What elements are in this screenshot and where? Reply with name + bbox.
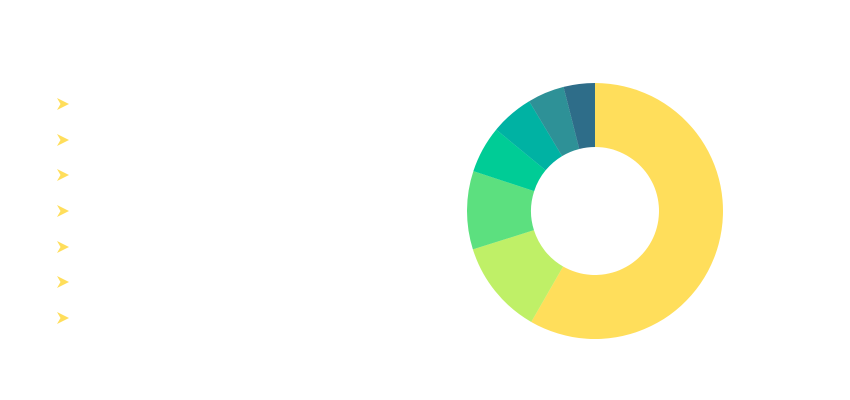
- donut-slice-5[interactable]: [496, 101, 563, 171]
- donut-slice-1[interactable]: [531, 83, 723, 339]
- chevron-arrow-icon: [57, 133, 69, 146]
- chevron-arrow-icon: [57, 204, 69, 217]
- legend-item-4[interactable]: [55, 193, 355, 229]
- chevron-arrow-icon: [57, 240, 69, 253]
- legend-item-2[interactable]: [55, 122, 355, 158]
- legend-item-6[interactable]: [55, 264, 355, 300]
- legend-item-3[interactable]: [55, 157, 355, 193]
- donut-slice-3[interactable]: [467, 171, 535, 250]
- chevron-arrow-icon: [57, 311, 69, 324]
- chart-legend: [55, 86, 355, 336]
- legend-item-7[interactable]: [55, 300, 355, 336]
- donut-slice-6[interactable]: [529, 86, 580, 157]
- legend-item-5[interactable]: [55, 229, 355, 265]
- donut-slice-2[interactable]: [472, 230, 564, 322]
- donut-slice-4[interactable]: [473, 129, 546, 192]
- donut-slice-7[interactable]: [563, 83, 595, 149]
- legend-item-1[interactable]: [55, 86, 355, 122]
- donut-slices: [467, 83, 723, 339]
- chevron-arrow-icon: [57, 97, 69, 110]
- chevron-arrow-icon: [57, 169, 69, 182]
- chevron-arrow-icon: [57, 276, 69, 289]
